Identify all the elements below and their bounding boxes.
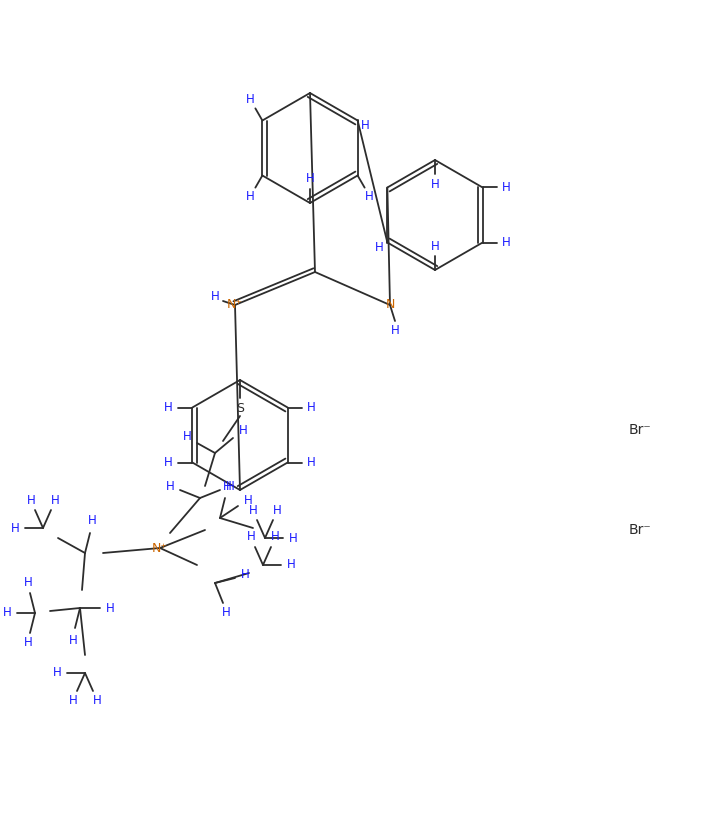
Text: H: H	[390, 325, 399, 338]
Text: H: H	[273, 504, 281, 517]
Text: H: H	[246, 190, 254, 203]
Text: H: H	[502, 236, 511, 249]
Text: H: H	[362, 119, 370, 132]
Text: H: H	[24, 637, 33, 650]
Text: H: H	[69, 694, 77, 707]
Text: H: H	[375, 241, 384, 254]
Text: H: H	[11, 522, 20, 535]
Text: H: H	[106, 602, 114, 615]
Text: Br⁻: Br⁻	[628, 523, 651, 537]
Text: Br⁻: Br⁻	[628, 423, 651, 437]
Text: H: H	[210, 291, 219, 304]
Text: H: H	[3, 606, 12, 619]
Text: H: H	[288, 532, 297, 545]
Text: H: H	[239, 424, 247, 437]
Text: H: H	[53, 667, 61, 680]
Text: H: H	[87, 514, 96, 527]
Text: H: H	[183, 431, 192, 444]
Text: H: H	[431, 177, 440, 190]
Text: H: H	[241, 568, 249, 581]
Text: H: H	[246, 94, 254, 106]
Text: H: H	[502, 181, 511, 194]
Text: H: H	[164, 401, 173, 414]
Text: H: H	[24, 576, 33, 589]
Text: H: H	[270, 531, 279, 544]
Text: H: H	[164, 456, 173, 469]
Text: N: N	[385, 299, 395, 312]
Text: H: H	[431, 239, 440, 252]
Text: H: H	[222, 606, 231, 619]
Text: H: H	[27, 493, 35, 506]
Text: H: H	[307, 456, 316, 469]
Text: S: S	[236, 401, 244, 414]
Text: H: H	[93, 694, 101, 707]
Text: N⁺: N⁺	[152, 541, 168, 554]
Text: H: H	[307, 401, 316, 414]
Text: H: H	[306, 173, 315, 186]
Text: H: H	[244, 493, 252, 506]
Text: H: H	[166, 479, 174, 492]
Text: H: H	[249, 504, 257, 517]
Text: H: H	[247, 531, 255, 544]
Text: H: H	[223, 479, 231, 492]
Text: H: H	[365, 190, 374, 203]
Text: N⁺: N⁺	[227, 299, 243, 312]
Text: H: H	[226, 479, 234, 492]
Text: H: H	[51, 493, 59, 506]
Text: H: H	[69, 633, 77, 646]
Text: H: H	[286, 558, 296, 571]
